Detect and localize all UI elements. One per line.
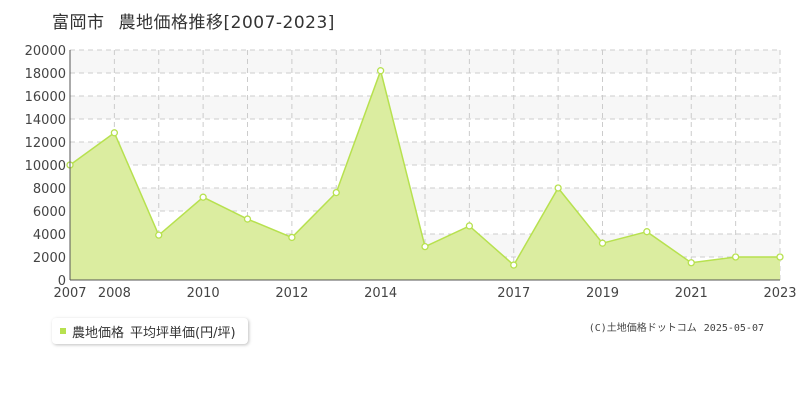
data-point xyxy=(288,233,296,242)
data-point xyxy=(776,253,784,261)
y-tick-label: 18000 xyxy=(25,67,66,82)
legend-unit: 平均坪単価(円/坪) xyxy=(130,325,236,341)
y-tick-label: 8000 xyxy=(33,182,66,197)
data-point xyxy=(421,242,429,251)
y-tick-label: 16000 xyxy=(25,90,66,105)
x-tick-label: 2010 xyxy=(187,286,220,301)
x-tick-label: 2007 xyxy=(53,286,86,301)
y-tick-label: 10000 xyxy=(25,159,66,174)
y-tick-label: 4000 xyxy=(33,228,66,243)
legend-swatch xyxy=(60,328,66,334)
x-tick-label: 2021 xyxy=(675,286,708,301)
legend-label: 農地価格 xyxy=(72,325,125,341)
city-name: 富岡市 xyxy=(52,13,105,33)
data-point xyxy=(199,193,207,201)
chart-title: 富岡市 農地価格推移[2007-2023] xyxy=(52,8,335,33)
y-tick-label: 20000 xyxy=(25,44,66,59)
series-area xyxy=(70,70,780,280)
data-point xyxy=(554,184,562,192)
x-tick-label: 2017 xyxy=(497,286,530,301)
data-point xyxy=(598,239,607,247)
x-tick-label: 2012 xyxy=(275,286,308,301)
data-point xyxy=(643,228,651,236)
data-point xyxy=(465,222,474,230)
source-name: (C)土地価格ドットコム xyxy=(588,323,697,334)
data-point xyxy=(510,261,518,269)
y-tick-label: 0 xyxy=(58,274,66,289)
x-tick-label: 2014 xyxy=(364,286,397,301)
y-tick-label: 6000 xyxy=(33,205,66,220)
data-point xyxy=(243,215,252,223)
y-tick-label: 2000 xyxy=(33,251,66,266)
data-point xyxy=(155,231,163,239)
chart-title-text: 農地価格推移[2007-2023] xyxy=(118,13,335,33)
y-tick-label: 14000 xyxy=(25,113,66,128)
data-point xyxy=(332,188,340,197)
y-tick-label: 12000 xyxy=(25,136,66,151)
x-tick-label: 2019 xyxy=(586,286,619,301)
data-point xyxy=(110,129,119,137)
source-credit: (C)土地価格ドットコム 2025-05-07 xyxy=(589,319,764,334)
source-date: 2025-05-07 xyxy=(703,323,764,334)
x-tick-label: 2008 xyxy=(98,286,131,301)
legend[interactable]: 農地価格 平均坪単価(円/坪) xyxy=(52,318,248,344)
x-tick-label: 2023 xyxy=(763,286,796,301)
data-point xyxy=(376,67,385,75)
data-point xyxy=(731,253,740,261)
data-point xyxy=(687,259,695,267)
